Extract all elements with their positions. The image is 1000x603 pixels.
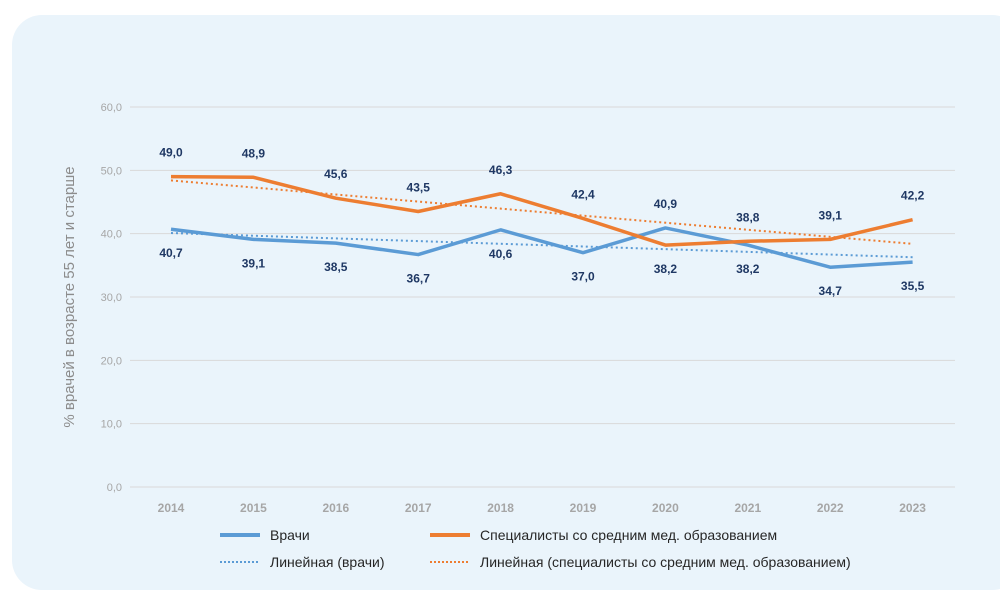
data-label: 48,9 xyxy=(242,146,266,160)
y-tick-label: 50,0 xyxy=(101,165,122,177)
data-label: 39,1 xyxy=(242,256,266,270)
data-label: 45,6 xyxy=(324,167,348,181)
y-tick-label: 40,0 xyxy=(101,229,122,241)
x-tick-label: 2014 xyxy=(158,501,185,515)
x-tick-label: 2019 xyxy=(570,501,597,515)
x-tick-label: 2020 xyxy=(652,501,679,515)
data-label: 38,2 xyxy=(654,262,678,276)
y-tick-label: 60,0 xyxy=(101,102,122,114)
y-axis-title: % врачей в возрасте 55 лет и старше xyxy=(61,166,78,427)
x-tick-label: 2018 xyxy=(487,501,514,515)
x-tick-label: 2022 xyxy=(817,501,844,515)
data-label: 40,7 xyxy=(159,246,183,260)
x-tick-label: 2016 xyxy=(322,501,349,515)
data-label: 49,0 xyxy=(159,146,183,160)
data-label: 42,4 xyxy=(571,187,595,201)
data-label: 39,1 xyxy=(819,208,843,222)
series-line xyxy=(170,226,913,269)
data-label: 46,3 xyxy=(489,163,513,177)
legend-label: Специалисты со средним мед. образованием xyxy=(480,527,777,543)
legend-label: Линейная (врачи) xyxy=(270,554,384,570)
x-tick-label: 2023 xyxy=(899,501,926,515)
legend-label: Линейная (специалисты со средним мед. об… xyxy=(480,554,851,570)
data-label: 38,2 xyxy=(736,262,760,276)
y-tick-label: 30,0 xyxy=(101,292,122,304)
data-label: 37,0 xyxy=(571,270,595,284)
data-label: 40,6 xyxy=(489,247,513,261)
data-label: 43,5 xyxy=(407,181,431,195)
trendline xyxy=(170,179,913,245)
x-tick-label: 2021 xyxy=(734,501,761,515)
x-tick-label: 2015 xyxy=(240,501,267,515)
y-tick-label: 0,0 xyxy=(107,482,122,494)
y-tick-label: 20,0 xyxy=(101,355,122,367)
series-line xyxy=(170,174,914,247)
data-label: 38,5 xyxy=(324,260,348,274)
legend-label: Врачи xyxy=(270,527,310,543)
data-label: 34,7 xyxy=(819,284,843,298)
data-label: 36,7 xyxy=(407,272,431,286)
x-tick-label: 2017 xyxy=(405,501,432,515)
trendline xyxy=(170,232,913,259)
data-label: 38,8 xyxy=(736,210,760,224)
data-label: 35,5 xyxy=(901,279,925,293)
y-tick-label: 10,0 xyxy=(101,419,122,431)
data-label: 40,9 xyxy=(654,197,678,211)
chart-card xyxy=(12,15,1000,590)
data-label: 42,2 xyxy=(901,189,925,203)
